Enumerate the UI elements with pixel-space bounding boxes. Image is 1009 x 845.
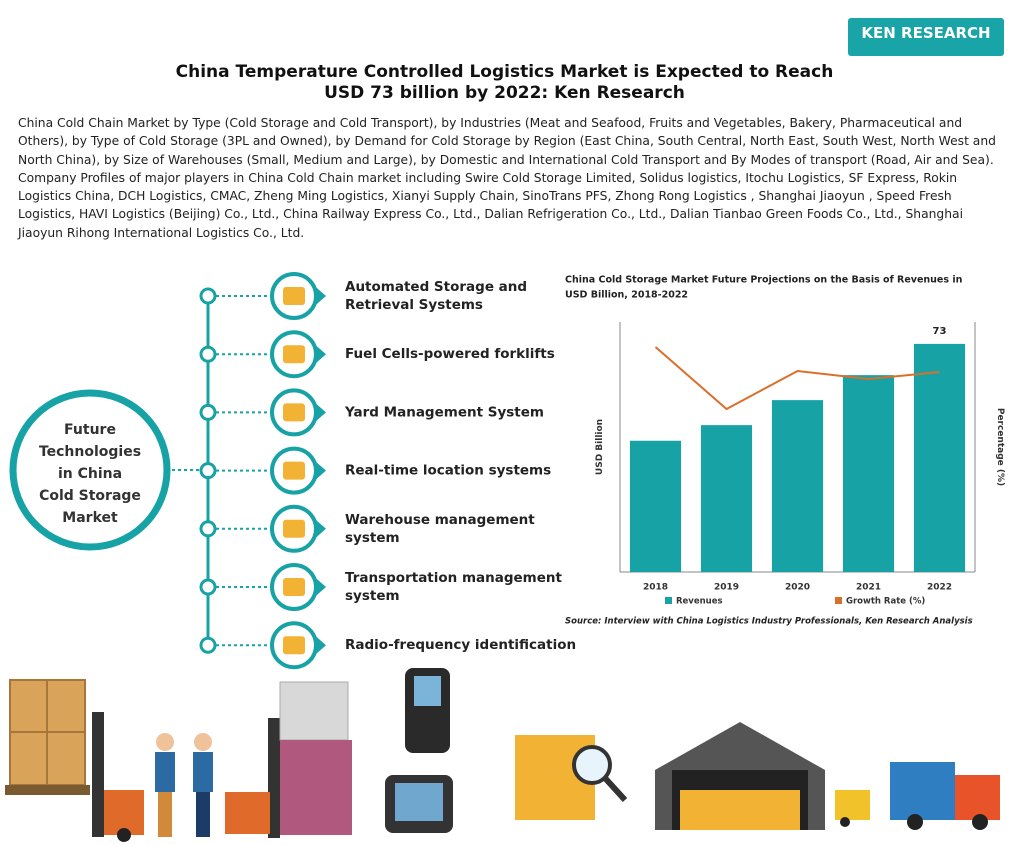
icon-glyph — [283, 578, 305, 596]
technology-label: Transportation management — [345, 570, 563, 586]
page: KEN RESEARCH China Temperature Controlle… — [0, 0, 1009, 845]
chart-title: China Cold Storage Market Future Project… — [565, 275, 963, 286]
bar — [630, 441, 681, 572]
x-tick-label: 2018 — [643, 583, 668, 593]
technology-label: Fuel Cells-powered forklifts — [345, 346, 555, 362]
legend-label: Revenues — [676, 597, 723, 607]
data-label: 73 — [933, 326, 947, 337]
center-text: Technologies — [39, 444, 141, 460]
icon-glyph — [283, 345, 305, 363]
illustrations — [5, 668, 1000, 842]
center-text: in China — [58, 466, 122, 482]
chart-title: USD Billion, 2018-2022 — [565, 290, 688, 301]
x-tick-label: 2020 — [785, 583, 810, 593]
y2-axis-label: Percentage (%) — [995, 408, 1005, 486]
icon-glyph — [283, 520, 305, 538]
line — [656, 347, 940, 409]
legend-swatch — [835, 597, 842, 604]
x-tick-label: 2019 — [714, 583, 739, 593]
icon-glyph — [283, 403, 305, 421]
bar — [843, 375, 894, 572]
legend-label: Growth Rate (%) — [846, 597, 925, 607]
center-text: Market — [62, 510, 118, 526]
y-axis-label: USD Billion — [595, 419, 605, 475]
center-text: Future — [64, 422, 116, 438]
technology-label: Radio-frequency identification — [345, 637, 576, 653]
timeline-node — [201, 405, 215, 419]
timeline-node — [201, 289, 215, 303]
technology-label: Real-time location systems — [345, 463, 551, 479]
technology-label: Yard Management System — [344, 404, 544, 420]
icon-glyph — [283, 462, 305, 480]
infographic: Future Technologies in China Cold Storage Ma… — [0, 0, 1009, 845]
x-tick-label: 2022 — [927, 583, 952, 593]
icon-glyph — [283, 287, 305, 305]
timeline-node — [201, 638, 215, 652]
technology-label: system — [345, 588, 400, 604]
timeline-node — [201, 347, 215, 361]
icon-glyph — [283, 636, 305, 654]
technology-label: system — [345, 530, 400, 546]
bar — [914, 344, 965, 572]
source: Source: Interview with China Logistics I… — [565, 617, 973, 627]
bar — [772, 400, 823, 572]
technology-label: Warehouse management — [345, 512, 535, 528]
bar — [701, 425, 752, 572]
technology-label: Retrieval Systems — [345, 297, 483, 313]
timeline-node — [201, 464, 215, 478]
x-tick-label: 2021 — [856, 583, 881, 593]
legend-swatch — [665, 597, 672, 604]
center-text: Cold Storage — [39, 488, 141, 504]
technology-label: Automated Storage and — [345, 279, 527, 295]
timeline-node — [201, 522, 215, 536]
timeline-node — [201, 580, 215, 594]
